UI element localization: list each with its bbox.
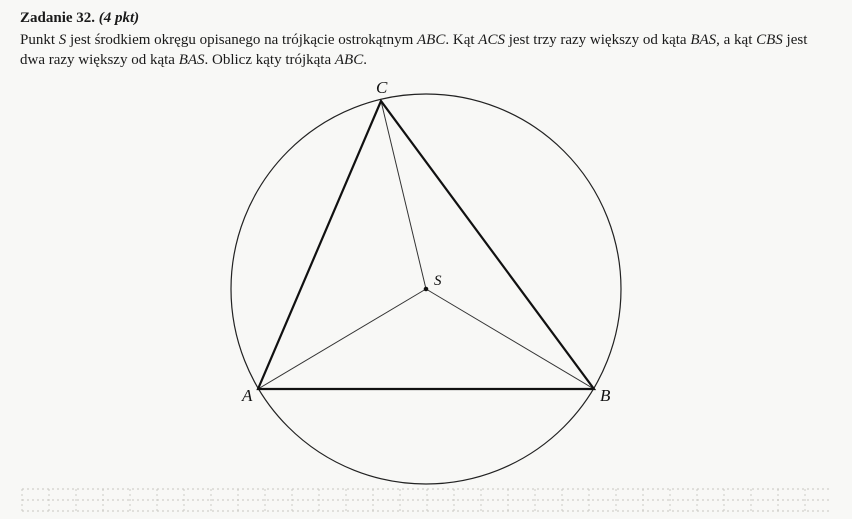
symbol-ABC: ABC [335, 52, 363, 68]
symbol-ACS: ACS [478, 32, 505, 48]
symbol-CBS: CBS [756, 32, 783, 48]
svg-text:A: A [241, 386, 253, 405]
svg-text:S: S [434, 273, 442, 289]
task-points: (4 pkt) [99, 10, 139, 26]
symbol-BAS: BAS [179, 52, 205, 68]
geometry-diagram: A B C S [206, 79, 646, 494]
text: Punkt [20, 32, 59, 48]
answer-grid [20, 487, 832, 513]
text: . Kąt [445, 32, 478, 48]
text: . [363, 52, 367, 68]
symbol-ABC: ABC [417, 32, 445, 48]
grid-lines [20, 487, 832, 513]
text: . Oblicz kąty trójkąta [205, 52, 335, 68]
text: , a kąt [716, 32, 756, 48]
text: jest środkiem okręgu opisanego na trójką… [66, 32, 417, 48]
text: jest trzy razy większy od kąta [505, 32, 690, 48]
svg-text:C: C [376, 79, 388, 97]
task-number: Zadanie 32. [20, 10, 95, 26]
diagram-container: A B C S [20, 79, 832, 494]
symbol-BAS: BAS [690, 32, 716, 48]
svg-text:B: B [600, 386, 611, 405]
task-header: Zadanie 32. (4 pkt) [20, 10, 832, 27]
task-text: Punkt S jest środkiem okręgu opisanego n… [20, 30, 832, 71]
